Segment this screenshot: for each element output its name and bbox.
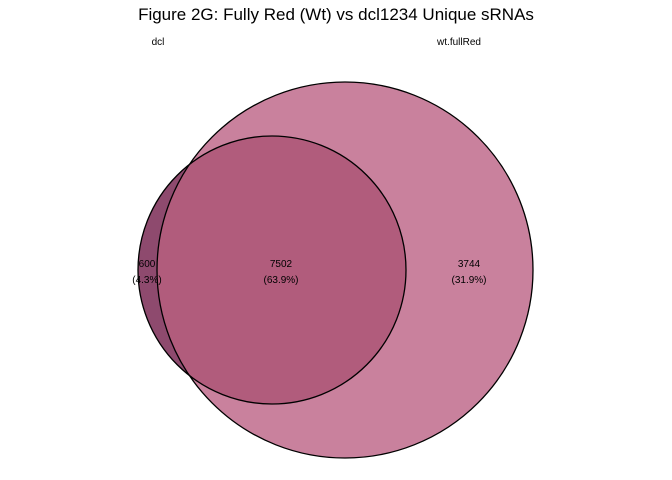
figure-title: Figure 2G: Fully Red (Wt) vs dcl1234 Uni… [138, 5, 534, 24]
overlap-region [157, 136, 406, 404]
right-only-count: 3744 [458, 259, 481, 270]
overlap-count: 7502 [270, 259, 293, 270]
right-set-label: wt.fullRed [436, 37, 481, 48]
left-set-label: dcl [152, 37, 165, 48]
left-set-outline [137, 135, 407, 405]
right-set-outline [156, 81, 534, 459]
left-only-count: 600 [139, 259, 156, 270]
left-only-percent: (4.3%) [132, 275, 161, 286]
right-only-percent: (31.9%) [451, 275, 486, 286]
overlap-percent: (63.9%) [263, 275, 298, 286]
